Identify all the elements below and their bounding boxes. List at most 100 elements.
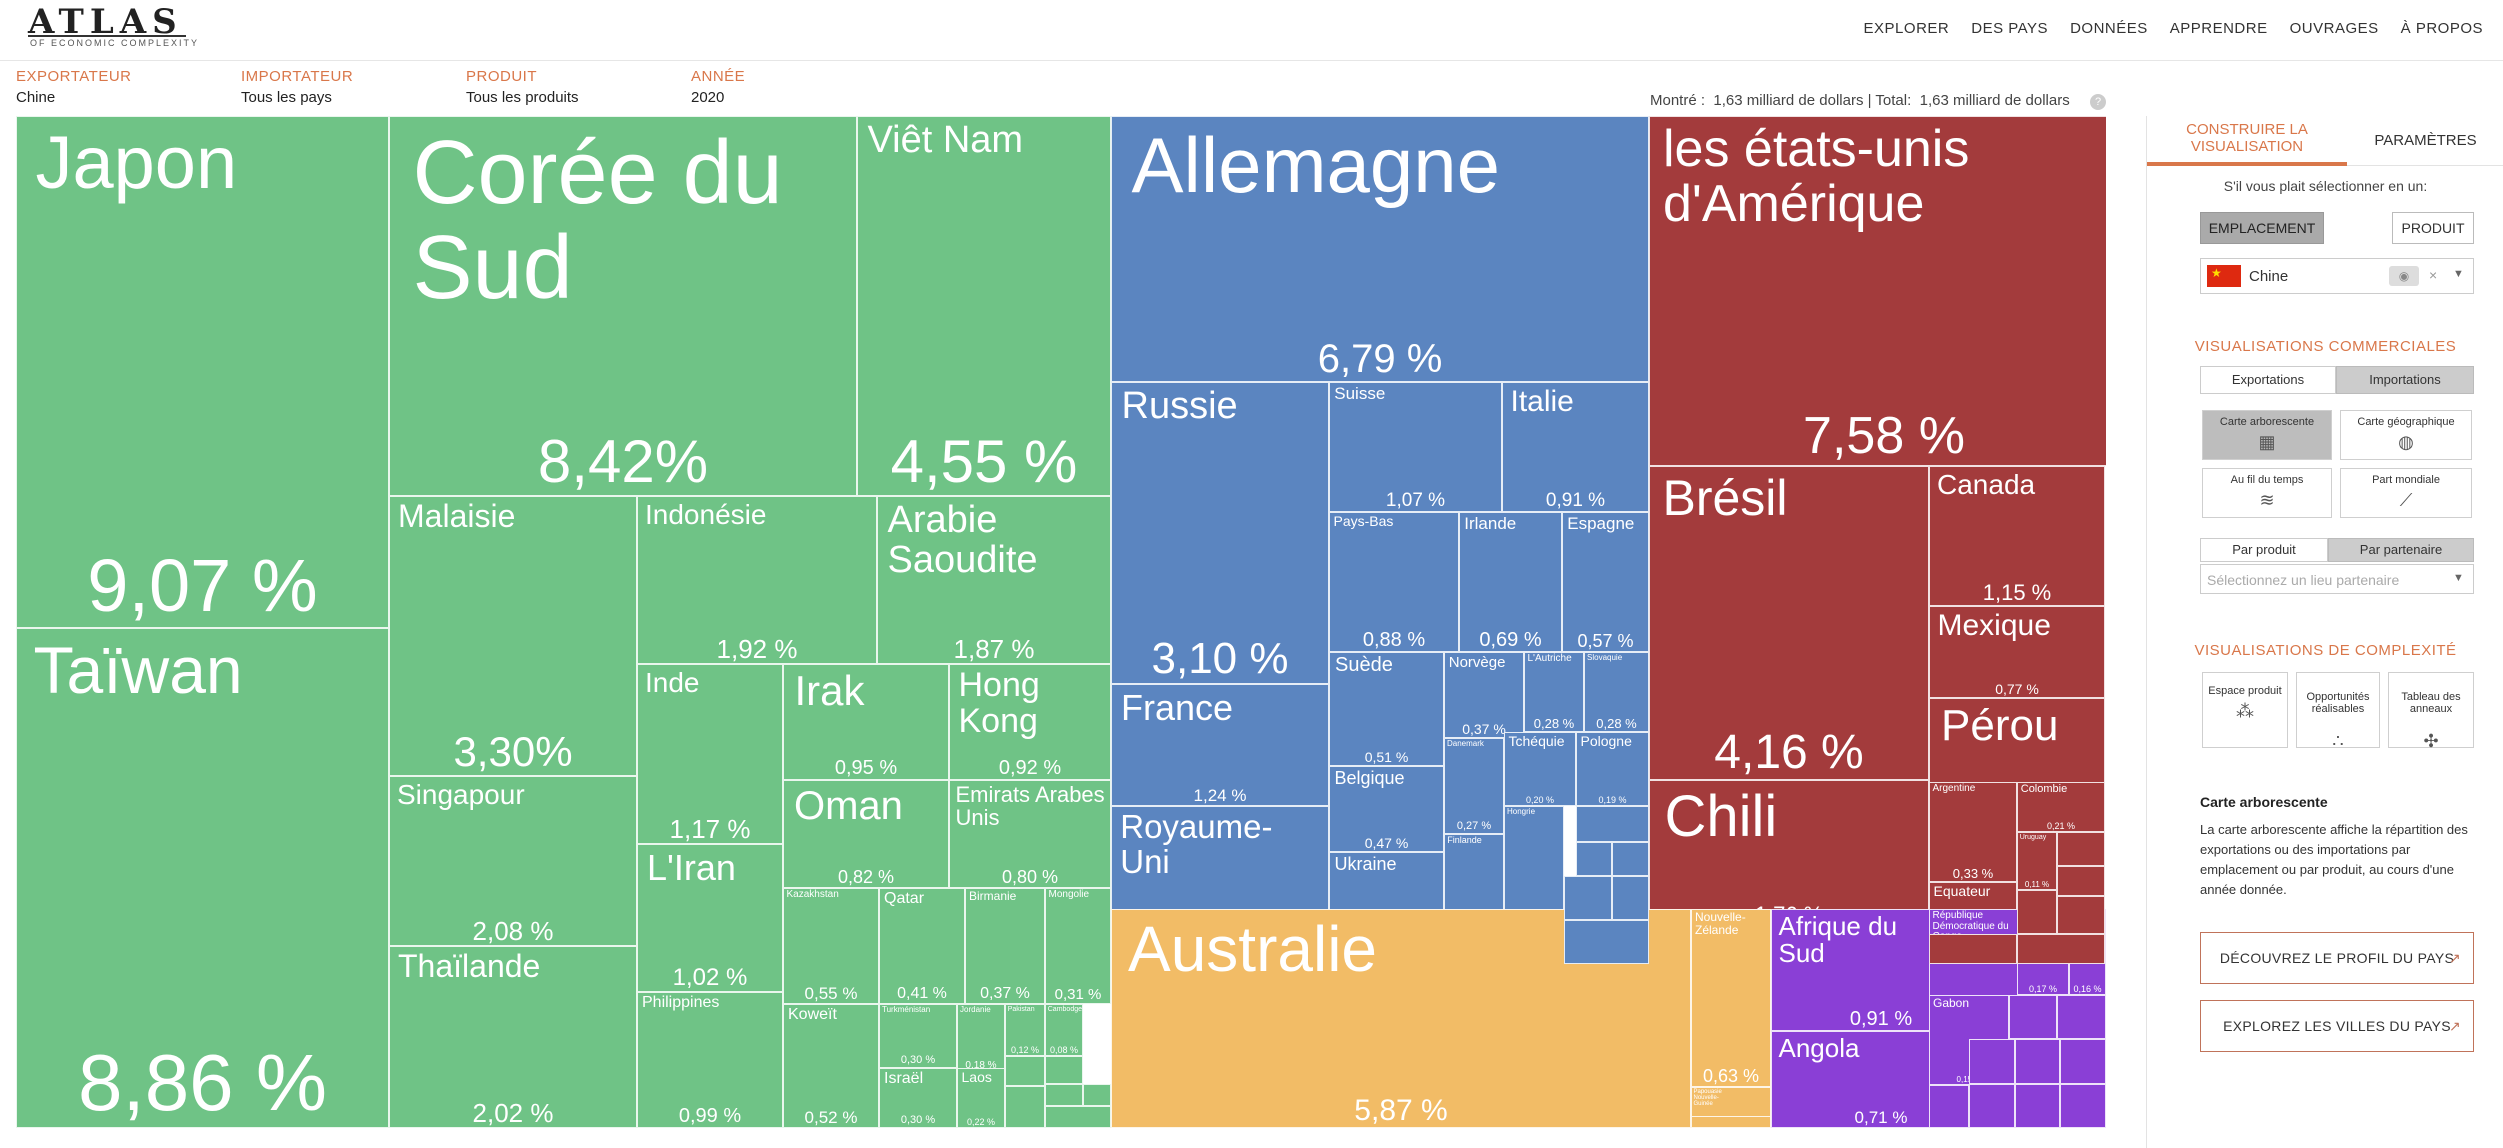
treemap-cell[interactable]: Danemark 0,27 % (1444, 738, 1504, 834)
treemap-cell-small[interactable] (1929, 934, 2017, 964)
treemap-cell-small[interactable] (1564, 876, 1612, 920)
treemap-cell[interactable]: Malaisie 3,30% (389, 496, 637, 776)
treemap-cell[interactable]: Pérou0,69 % (1929, 698, 2105, 798)
nav-learn[interactable]: APPRENDRE (2169, 20, 2268, 37)
tab-build-visualization[interactable]: CONSTRUIRE LA VISUALISATION (2147, 116, 2347, 166)
treemap-cell[interactable]: Arabie Saoudite 1,87 % (877, 496, 1111, 664)
treemap-cell[interactable]: Israël 0,30 % (879, 1068, 957, 1128)
treemap-cell[interactable]: Pologne 0,19 % (1576, 732, 1649, 806)
treemap-cell[interactable]: Nouvelle- Zélande 0,63 % (1691, 909, 1771, 1087)
nav-countries[interactable]: DES PAYS (1971, 20, 2049, 37)
treemap-cell-small[interactable] (1045, 1056, 1083, 1084)
treemap-cell-small[interactable] (1083, 1084, 1111, 1106)
filter-exporter[interactable]: EXPORTATEUR Chine (16, 68, 132, 106)
treemap-cell-small[interactable] (1969, 1084, 2015, 1128)
exports-toggle[interactable]: Exportations (2200, 366, 2336, 394)
treemap-cell[interactable]: Qatar 0,41 % (879, 888, 965, 1004)
treemap-cell[interactable]: Viêt Nam 4,55 % (857, 116, 1111, 496)
by-product-toggle[interactable]: Par produit (2200, 538, 2328, 562)
treemap-cell[interactable]: Koweït 0,52 % (783, 1004, 879, 1128)
treemap-cell[interactable]: Brésil 4,16 % (1649, 466, 1929, 780)
treemap-cell[interactable]: Kazakhstan 0,55 % (783, 888, 879, 1004)
treemap-cell-small[interactable] (2057, 832, 2105, 866)
treemap-cell[interactable]: L'Iran 1,02 % (637, 844, 783, 992)
treemap-cell[interactable]: Cambodge 0,08 % (1045, 1004, 1083, 1056)
chevron-down-icon[interactable]: ▼ (2453, 268, 2464, 280)
treemap-cell-small[interactable] (2009, 995, 2057, 1039)
country-profile-button[interactable]: DÉCOUVREZ LE PROFIL DU PAYS ↗ (2200, 932, 2474, 984)
treemap-cell[interactable]: Irlande 0,69 % (1459, 512, 1562, 652)
treemap-cell[interactable]: Mongolie 0,31 % (1045, 888, 1111, 1004)
treemap-cell[interactable]: Oman 0,82 % (783, 780, 949, 888)
treemap-cell-small[interactable] (1612, 876, 1649, 920)
treemap-cell[interactable]: Espagne 0,57 % (1562, 512, 1649, 652)
treemap-cell[interactable]: Colombie 0,21 % (2017, 782, 2105, 832)
treemap-cell[interactable]: L'Autriche 0,28 % (1524, 652, 1584, 732)
treemap-cell[interactable]: Emirats Arabes Unis 0,80 % (949, 780, 1111, 888)
treemap-cell[interactable]: Inde 1,17 % (637, 664, 783, 844)
filter-year[interactable]: ANNÉE 2020 (691, 68, 745, 106)
nav-explorer[interactable]: EXPLORER (1863, 20, 1950, 37)
imports-toggle[interactable]: Importations (2336, 366, 2474, 394)
treemap-cell-small[interactable] (2017, 890, 2057, 934)
treemap-cell[interactable]: Thaïlande 2,02 % (389, 946, 637, 1128)
country-cities-button[interactable]: EXPLOREZ LES VILLES DU PAYS ↗ (2200, 1000, 2474, 1052)
tab-settings[interactable]: PARAMÈTRES (2347, 116, 2503, 166)
treemap-cell[interactable]: Taïwan 8,86 % (16, 628, 389, 1128)
treemap-cell-small[interactable] (1045, 1106, 1111, 1128)
treemap-cell-small[interactable] (2060, 1084, 2106, 1128)
treemap-cell[interactable]: Birmanie 0,37 % (965, 888, 1045, 1004)
clear-icon[interactable]: × (2429, 267, 2438, 283)
treemap-cell[interactable]: Pays-Bas 0,88 % (1329, 512, 1459, 652)
treemap-cell-small[interactable] (2017, 934, 2105, 964)
viz-overtime-button[interactable]: Au fil du temps ≋ (2202, 468, 2332, 518)
treemap-cell[interactable]: Argentine 0,33 % (1929, 782, 2017, 882)
treemap-cell-small[interactable] (1576, 842, 1612, 876)
treemap-cell-small[interactable] (1005, 1086, 1045, 1128)
viz-opportunities-button[interactable]: Opportunités réalisables ∴ (2296, 672, 2380, 751)
treemap-cell-small[interactable] (2015, 1039, 2060, 1084)
viz-productspace-button[interactable]: Espace produit ⁂ (2202, 672, 2288, 748)
treemap-cell-small[interactable] (2015, 1084, 2060, 1128)
treemap-cell-small[interactable] (2057, 866, 2105, 896)
product-button[interactable]: PRODUIT (2392, 212, 2474, 244)
viz-rings-button[interactable]: Tableau des anneaux ✣ (2388, 672, 2474, 751)
treemap-cell[interactable]: Mexique 0,77 % (1929, 606, 2105, 698)
treemap-cell[interactable]: Italie 0,91 % (1502, 382, 1649, 512)
by-partner-toggle[interactable]: Par partenaire (2328, 538, 2474, 562)
nav-data[interactable]: DONNÉES (2070, 20, 2148, 37)
treemap-cell[interactable]: Japon 9,07 % (16, 116, 389, 628)
nav-about[interactable]: À PROPOS (2400, 20, 2483, 37)
help-icon[interactable]: ? (2090, 94, 2106, 110)
treemap-cell-small[interactable] (2057, 896, 2105, 934)
location-button[interactable]: EMPLACEMENT (2200, 212, 2324, 244)
treemap-cell-small[interactable] (1691, 1116, 1771, 1128)
treemap-cell-small[interactable] (2060, 1039, 2106, 1084)
treemap-cell[interactable]: Pakistan 0,12 % (1005, 1004, 1045, 1056)
filter-product[interactable]: PRODUIT Tous les produits (466, 68, 579, 106)
treemap-cell[interactable]: Russie 3,10 % (1111, 382, 1329, 684)
treemap-cell-small[interactable] (1005, 1056, 1045, 1086)
treemap-cell[interactable]: Suisse 1,07 % (1329, 382, 1502, 512)
treemap-cell[interactable]: Indonésie 1,92 % (637, 496, 877, 664)
partner-select[interactable]: Sélectionnez un lieu partenaire ▼ (2200, 564, 2474, 594)
treemap-cell-small[interactable] (1612, 842, 1649, 876)
viz-marketshare-button[interactable]: Part mondiale ⟋ (2340, 468, 2472, 518)
treemap-cell[interactable]: Norvège 0,37 % (1444, 652, 1524, 738)
treemap-cell[interactable]: Chili1,76 % (1649, 780, 1929, 928)
treemap-cell[interactable]: Corée du Sud 8,42% (389, 116, 857, 496)
treemap-cell[interactable]: les états-unis d'Amérique 7,58 % (1649, 116, 2106, 466)
treemap-cell[interactable]: Uruguay 0,11 % (2017, 832, 2057, 890)
treemap-cell[interactable]: France 1,24 % (1111, 684, 1329, 806)
treemap-cell-small[interactable] (1564, 920, 1649, 964)
country-select[interactable]: ★ Chine ◉ × ▼ (2200, 258, 2474, 294)
treemap-cell[interactable]: Philippines 0,99 % (637, 992, 783, 1128)
treemap-cell-small[interactable] (1045, 1084, 1083, 1106)
treemap-cell[interactable]: Hong Kong 0,92 % (949, 664, 1111, 780)
treemap-cell[interactable]: Suède 0,51 % (1329, 652, 1444, 766)
treemap-cell[interactable]: Belgique 0,47 % (1329, 766, 1444, 852)
treemap-cell-small[interactable] (1969, 1039, 2015, 1084)
treemap-cell-small[interactable] (1576, 806, 1649, 842)
treemap-cell[interactable]: Turkménistan 0,30 % (879, 1004, 957, 1068)
partner-chevron-down-icon[interactable]: ▼ (2453, 572, 2464, 584)
